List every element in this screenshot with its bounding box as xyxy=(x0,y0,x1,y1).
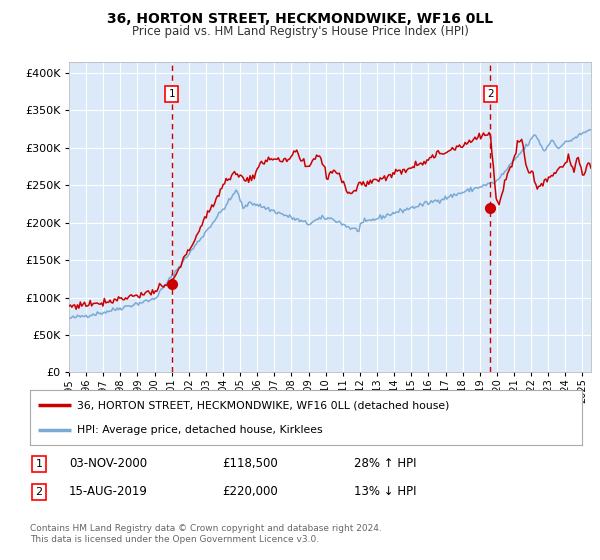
Text: This data is licensed under the Open Government Licence v3.0.: This data is licensed under the Open Gov… xyxy=(30,535,319,544)
Text: 36, HORTON STREET, HECKMONDWIKE, WF16 0LL: 36, HORTON STREET, HECKMONDWIKE, WF16 0L… xyxy=(107,12,493,26)
Text: 13% ↓ HPI: 13% ↓ HPI xyxy=(354,485,416,498)
Text: Price paid vs. HM Land Registry's House Price Index (HPI): Price paid vs. HM Land Registry's House … xyxy=(131,25,469,38)
Text: £220,000: £220,000 xyxy=(222,485,278,498)
Text: £118,500: £118,500 xyxy=(222,457,278,470)
Text: 15-AUG-2019: 15-AUG-2019 xyxy=(69,485,148,498)
Text: 1: 1 xyxy=(35,459,43,469)
Text: 2: 2 xyxy=(35,487,43,497)
Text: 03-NOV-2000: 03-NOV-2000 xyxy=(69,457,147,470)
Text: 1: 1 xyxy=(169,89,175,99)
Text: 2: 2 xyxy=(487,89,494,99)
Text: Contains HM Land Registry data © Crown copyright and database right 2024.: Contains HM Land Registry data © Crown c… xyxy=(30,524,382,533)
Text: 28% ↑ HPI: 28% ↑ HPI xyxy=(354,457,416,470)
Text: 36, HORTON STREET, HECKMONDWIKE, WF16 0LL (detached house): 36, HORTON STREET, HECKMONDWIKE, WF16 0L… xyxy=(77,400,449,410)
Text: HPI: Average price, detached house, Kirklees: HPI: Average price, detached house, Kirk… xyxy=(77,426,323,435)
